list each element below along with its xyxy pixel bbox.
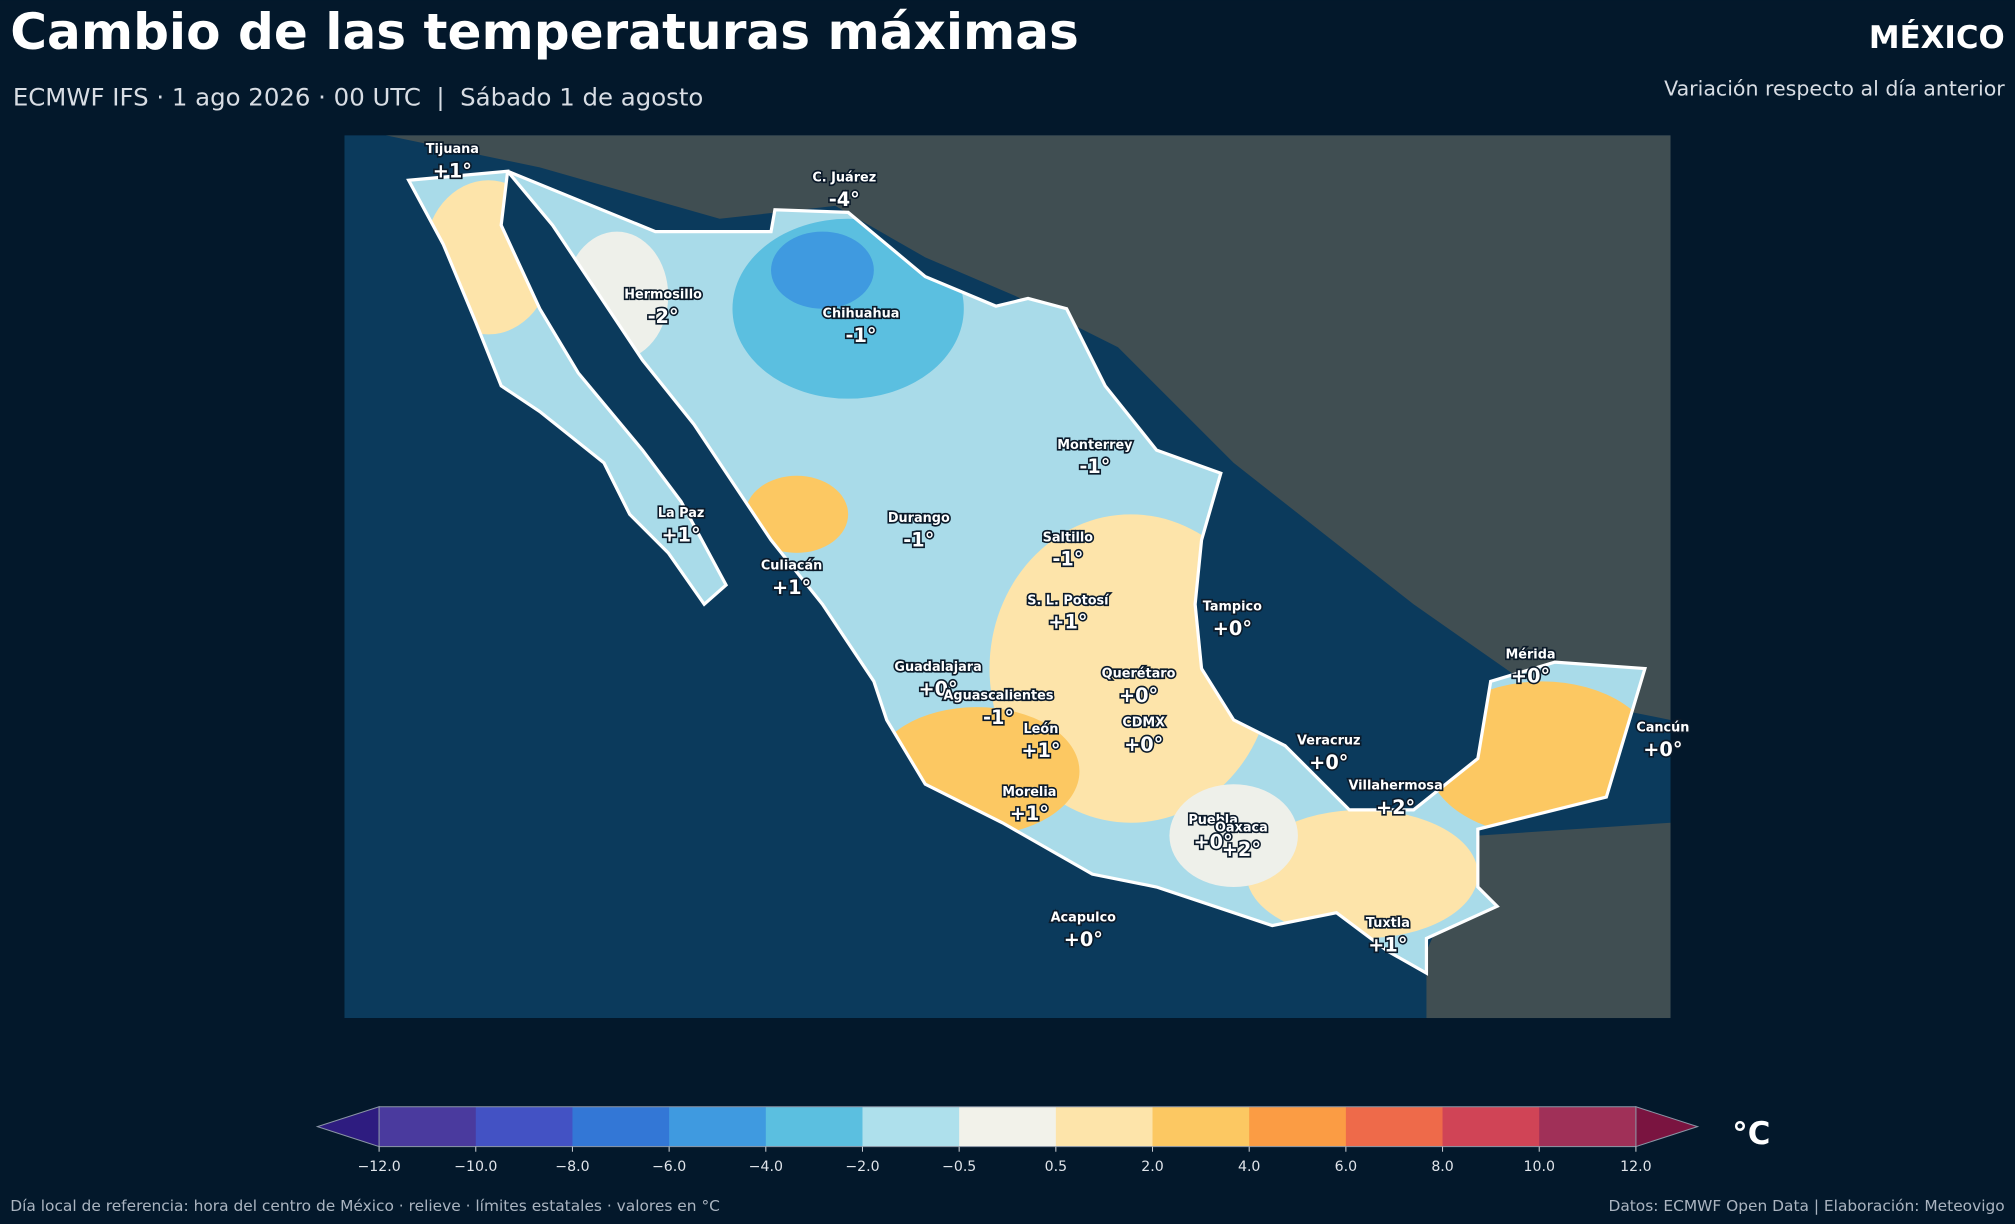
field-warm (745, 475, 849, 553)
city-name: CDMX (1122, 715, 1165, 730)
city-value: +1° (1010, 802, 1049, 825)
city-value: +2° (1376, 796, 1415, 819)
city-value: -4° (829, 188, 860, 211)
colorbar-tick-label: 4.0 (1238, 1159, 1260, 1175)
colorbar-tick-label: 0.5 (1045, 1159, 1067, 1175)
city-value: -1° (903, 528, 934, 551)
field-neutral (1169, 784, 1298, 888)
colorbar-segment (1055, 1106, 1154, 1147)
map (344, 135, 1671, 1019)
colorbar-segment (1539, 1106, 1637, 1147)
city-name: Veracruz (1297, 733, 1361, 748)
city-value: +0° (1643, 738, 1682, 761)
city-value: -1° (1052, 548, 1083, 571)
city-value: +0° (1213, 617, 1252, 640)
colorbar-tick-label: 2.0 (1141, 1159, 1163, 1175)
title: Cambio de las temperaturas máximas (10, 2, 1079, 61)
colorbar-segment (1345, 1106, 1444, 1147)
city-name: Hermosillo (624, 287, 702, 302)
city-value: -1° (845, 324, 876, 347)
colorbar-segment (1442, 1106, 1540, 1147)
city-name: Cancún (1636, 721, 1689, 736)
city-name: León (1023, 722, 1058, 737)
city-name: Guadalajara (894, 660, 981, 675)
city-name: Aguascalientes (943, 688, 1053, 703)
land-north (344, 135, 1671, 720)
colorbar-tick-label: −12.0 (357, 1159, 400, 1175)
city-name: Saltillo (1043, 530, 1094, 545)
city-value: +1° (1368, 933, 1407, 956)
field-warm (1246, 809, 1478, 939)
colorbar-segment (572, 1106, 670, 1147)
city-value: +0° (1309, 751, 1348, 774)
colorbar-unit: °C (1732, 1116, 1770, 1152)
region: MÉXICO (1869, 20, 2005, 56)
colorbar-tick-label: 8.0 (1431, 1159, 1453, 1175)
city-name: Chihuahua (823, 307, 900, 322)
city-name: Durango (888, 511, 950, 526)
city-value: +0° (1194, 830, 1233, 853)
colorbar-segment (379, 1106, 477, 1147)
city-value: -1° (983, 706, 1014, 729)
colorbar-tick-label: −2.0 (845, 1159, 879, 1175)
description: Variación respecto al día anterior (1664, 76, 2005, 100)
city-name: Acapulco (1051, 911, 1117, 926)
city-value: +1° (772, 576, 811, 599)
footer-right: Datos: ECMWF Open Data | Elaboración: Me… (1608, 1197, 2004, 1215)
colorbar-tick-label: 6.0 (1335, 1159, 1357, 1175)
city-name: Puebla (1188, 813, 1238, 828)
city-name: Monterrey (1057, 438, 1133, 453)
city-name: Culiacán (761, 559, 822, 574)
colorbar-tick-label: −4.0 (749, 1159, 783, 1175)
colorbar-segment (1152, 1106, 1250, 1147)
city-value: +1° (1048, 611, 1087, 634)
city-name: Morelia (1002, 785, 1056, 800)
colorbar-segment (1249, 1106, 1347, 1147)
city-name: S. L. Potosí (1027, 593, 1109, 608)
colorbar-tick-label: −0.5 (942, 1159, 976, 1175)
city-name: Mérida (1505, 647, 1555, 662)
city-name: Tijuana (426, 142, 479, 157)
city-value: -2° (648, 305, 679, 328)
colorbar-segment (475, 1106, 574, 1147)
colorbar-segment (765, 1106, 864, 1147)
colorbar-tick-label: −10.0 (454, 1159, 497, 1175)
colorbar-segment (862, 1106, 960, 1147)
city-value: +0° (919, 678, 958, 701)
city-name: La Paz (658, 506, 705, 521)
colorbar-tick-label: −6.0 (652, 1159, 686, 1175)
city-name: C. Juárez (812, 170, 876, 185)
city-value: +0° (1119, 684, 1158, 707)
subtitle: ECMWF IFS · 1 ago 2026 · 00 UTC | Sábado… (13, 83, 704, 112)
city-value: +1° (661, 523, 700, 546)
city-name: Oaxaca (1215, 821, 1268, 836)
colorbar-tick-label: −8.0 (555, 1159, 589, 1175)
city-value: +0° (1511, 665, 1550, 688)
colorbar-segment (669, 1106, 767, 1147)
city-labels: Tijuana +1° C. Juárez -4° Hermosillo -2° Chihu… (424, 141, 1691, 958)
city-value: +0° (1064, 928, 1103, 951)
colorbar: −12.0 −10.0 −8.0 −6.0 −4.0 −2.0 −0.5 0.5 2.0 4.0 6… (315, 1106, 1700, 1175)
city-value: -1° (1079, 455, 1110, 478)
city-name: Tampico (1203, 600, 1262, 615)
city-value: +1° (433, 160, 472, 183)
field-cold (771, 231, 874, 309)
city-name: Tuxtla (1366, 916, 1410, 931)
city-value: +2° (1222, 838, 1261, 861)
colorbar-segment (959, 1106, 1057, 1147)
city-value: +0° (1124, 733, 1163, 756)
land-south (1426, 822, 1671, 1019)
colorbar-tick-label: 10.0 (1523, 1159, 1554, 1175)
footer-left: Día local de referencia: hora del centro… (10, 1197, 720, 1215)
city-name: Villahermosa (1348, 778, 1442, 793)
city-value: +1° (1021, 739, 1060, 762)
colorbar-frame (378, 1106, 1637, 1148)
colorbar-tick-label: 12.0 (1620, 1159, 1651, 1175)
city-name: Querétaro (1102, 667, 1176, 682)
